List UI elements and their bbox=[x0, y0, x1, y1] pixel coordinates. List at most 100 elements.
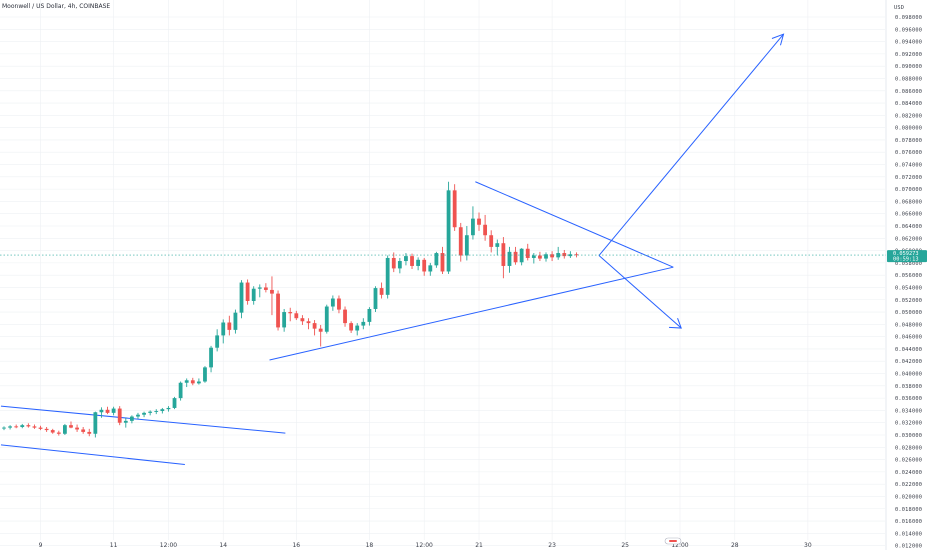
candle-down bbox=[306, 318, 311, 330]
candle-up bbox=[2, 426, 6, 431]
candle-up bbox=[142, 411, 146, 418]
candle-down bbox=[44, 427, 49, 432]
candle-body bbox=[428, 265, 433, 272]
candles bbox=[2, 181, 579, 438]
price-tick-label: 0.058000 bbox=[895, 261, 922, 267]
candle-body bbox=[574, 254, 579, 256]
candle-down bbox=[245, 279, 250, 305]
price-tick-label: 0.070000 bbox=[895, 187, 922, 193]
candle-body bbox=[257, 287, 262, 289]
candle-body bbox=[379, 288, 384, 295]
candle-up bbox=[544, 252, 548, 262]
candle-up bbox=[178, 381, 183, 401]
candle-body bbox=[178, 382, 183, 399]
price-tick-label: 0.012000 bbox=[895, 544, 922, 550]
price-tick-label: 0.080000 bbox=[895, 126, 922, 132]
candle-down bbox=[38, 425, 43, 431]
candle-down bbox=[270, 276, 274, 316]
candle-body bbox=[525, 248, 530, 258]
price-tick-label: 0.082000 bbox=[895, 113, 922, 119]
time-tick-label: 12:00 bbox=[671, 542, 688, 549]
price-tick-label: 0.026000 bbox=[895, 458, 922, 464]
candle-body bbox=[184, 380, 189, 383]
candle-up bbox=[507, 246, 512, 273]
candle-down bbox=[26, 423, 31, 428]
candle-down bbox=[190, 377, 195, 386]
trend-drawings bbox=[0, 33, 785, 465]
candle-body bbox=[550, 254, 554, 258]
candle-body bbox=[495, 243, 500, 247]
candle-body bbox=[288, 312, 293, 314]
price-tick-label: 0.098000 bbox=[895, 15, 922, 21]
candle-body bbox=[312, 323, 317, 329]
candle-body bbox=[154, 411, 159, 412]
time-tick-label: 14 bbox=[219, 542, 227, 549]
candle-up bbox=[471, 206, 475, 240]
candle-down bbox=[56, 430, 61, 436]
candle-body bbox=[38, 427, 43, 429]
candle-body bbox=[123, 420, 128, 423]
time-tick-label: 28 bbox=[731, 542, 739, 549]
candle-body bbox=[343, 309, 347, 324]
candle-up bbox=[434, 251, 439, 268]
candle-up bbox=[203, 366, 207, 383]
candle-up bbox=[166, 406, 171, 412]
triangle-support-line[interactable] bbox=[269, 266, 674, 361]
candle-body bbox=[501, 243, 506, 266]
candle-body bbox=[26, 425, 31, 427]
candle-up bbox=[209, 345, 213, 373]
candle-down bbox=[452, 184, 457, 231]
candle-up bbox=[531, 253, 536, 264]
price-tick-label: 0.066000 bbox=[895, 212, 922, 218]
candle-body bbox=[300, 318, 305, 322]
time-tick-label: 30 bbox=[804, 542, 812, 549]
price-axis: 0.098000 0.096000 0.094000 0.092000 0.090000… bbox=[885, 0, 922, 550]
descending-channel-upper-line[interactable] bbox=[0, 405, 286, 434]
projection-arrow-down-line[interactable] bbox=[598, 255, 682, 329]
projection-arrow-up-line[interactable] bbox=[598, 33, 784, 256]
chart-title: Moonwell / US Dollar, 4h, COINBASE bbox=[2, 3, 110, 10]
candle-body bbox=[519, 248, 524, 263]
candle-body bbox=[556, 253, 561, 258]
candle-body bbox=[483, 224, 488, 236]
currency-label: USD bbox=[894, 5, 904, 11]
descending-channel-lower-line[interactable] bbox=[0, 444, 185, 465]
price-tick-label: 0.076000 bbox=[895, 150, 922, 156]
candle-up bbox=[282, 308, 287, 332]
candle-up bbox=[324, 304, 329, 334]
time-axis: 9 11 12:00 14 16 18 12:00 21 23 25 12:00 28 30 bbox=[39, 542, 812, 549]
candle-body bbox=[227, 322, 232, 330]
price-tick-label: 0.040000 bbox=[895, 372, 922, 378]
candle-body bbox=[318, 328, 323, 332]
candle-body bbox=[160, 409, 165, 412]
candle-down bbox=[562, 249, 567, 259]
candle-body bbox=[306, 321, 311, 324]
candle-down bbox=[263, 283, 268, 293]
candle-down bbox=[440, 246, 445, 274]
timezone-badge[interactable] bbox=[664, 537, 682, 545]
price-tick-label: 0.044000 bbox=[895, 347, 922, 353]
candle-body bbox=[373, 288, 378, 309]
candle-up bbox=[404, 253, 408, 266]
price-tick-label: 0.018000 bbox=[895, 507, 922, 513]
triangle-resistance-line[interactable] bbox=[475, 181, 674, 268]
candle-down bbox=[50, 428, 55, 434]
time-tick-label: 12:00 bbox=[160, 542, 177, 549]
candle-body bbox=[105, 409, 110, 413]
price-tick-label: 0.062000 bbox=[895, 236, 922, 242]
price-tick-label: 0.048000 bbox=[895, 322, 922, 328]
candle-down bbox=[87, 428, 92, 437]
candle-body bbox=[32, 426, 37, 428]
projection-arrow-up-head[interactable] bbox=[771, 33, 785, 46]
candle-up bbox=[148, 410, 153, 416]
candle-down bbox=[337, 295, 341, 314]
candle-up bbox=[184, 378, 189, 388]
candle-body bbox=[233, 312, 238, 330]
price-tick-label: 0.094000 bbox=[895, 40, 922, 46]
projection-arrow-down-head[interactable] bbox=[669, 318, 682, 329]
candle-body bbox=[397, 261, 402, 269]
candle-body bbox=[209, 347, 213, 368]
candle-up bbox=[428, 262, 433, 276]
candle-body bbox=[452, 190, 457, 228]
